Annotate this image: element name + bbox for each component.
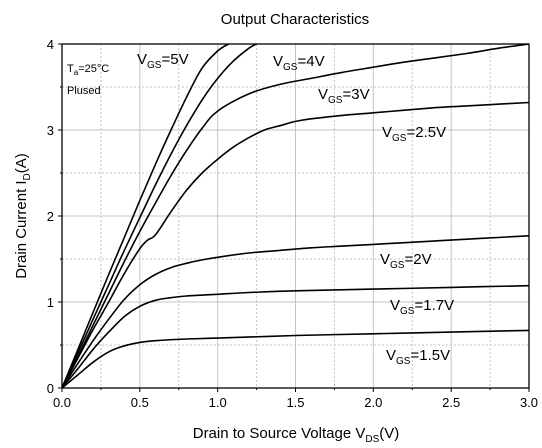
series-label-vgs-3v: VGS=3V [318,86,370,106]
grid-lines [62,44,529,388]
series-label-tail: =2.5V [406,124,446,141]
condition-main: T [67,63,74,75]
tick-marks [58,43,530,392]
y-axis-label-main: Drain Current I [13,180,30,278]
chart-title: Output Characteristics [221,11,369,28]
y-axis-label-tail: (A) [13,153,30,173]
condition-label: Plused [67,85,101,97]
series-labels: VGS=5V VGS=4VVGS=3VVGS=2.5VVGS=2VVGS=1.7V… [137,51,454,367]
y-tick-label: 2 [47,209,54,224]
condition-tail: =25°C [78,63,109,75]
series-label-sub: GS [396,356,411,367]
series-label-vgs-1-7v: VGS=1.7V [390,297,454,317]
curve-vgs-1-7v [62,284,529,388]
curve-vgs-2-5v [62,101,529,388]
x-tick-label: 2.0 [364,395,382,410]
series-label-tail: =1.7V [414,297,454,314]
x-tick-label: 1.5 [286,395,304,410]
series-label-main: V [318,86,328,103]
series-label-tail: =1.5V [410,347,450,364]
condition-main: Plused [67,85,101,97]
y-tick-label: 0 [47,381,54,396]
series-label-sub: GS [147,60,162,71]
series-label-vgs-2v: VGS=2V [380,251,432,271]
x-axis-label: Drain to Source Voltage VDS(V) [193,425,400,445]
x-axis-label-sub: DS [365,434,379,445]
curve-vgs-2v [62,235,529,388]
condition-label: Ta=25°C [67,63,109,77]
series-label-main: V [137,51,147,68]
curve-vgs-4v [62,44,257,388]
curves-group [62,44,529,388]
series-label-main: V [390,297,400,314]
y-axis-label: Drain Current ID(A) [13,153,33,279]
series-label-tail: =3V [342,86,369,103]
series-label-sub: GS [390,260,405,271]
series-label-sub: GS [392,133,407,144]
series-label-tail: =2V [404,251,431,268]
y-tick-label: 3 [47,123,54,138]
series-label-sub: GS [283,62,298,73]
x-tick-label: 3.0 [520,395,538,410]
series-label-vgs-5v: VGS=5V [137,51,189,71]
x-axis-label-tail: (V) [379,425,399,442]
y-axis-label-sub: D [22,173,33,180]
y-tick-label: 4 [47,37,54,52]
series-label-tail: =4V [297,53,324,70]
x-tick-label: 0.5 [131,395,149,410]
condition-sub: a [74,68,79,77]
series-label-tail: =5V [161,51,188,68]
series-label-main: V [380,251,390,268]
y-tick-label: 1 [47,295,54,310]
series-label-vgs-4v: VGS=4V [273,53,325,73]
series-label-main: V [382,124,392,141]
series-label-main: V [273,53,283,70]
x-tick-label: 2.5 [442,395,460,410]
series-label-vgs-1-5v: VGS=1.5V [386,347,450,367]
curve-vgs-5v [62,44,230,388]
test-conditions: Ta=25°C Plused [67,63,109,97]
series-label-sub: GS [400,306,415,317]
y-tick-labels: 0 1 2 3 4 [47,37,54,396]
series-label-main: V [386,347,396,364]
x-tick-label: 1.0 [209,395,227,410]
curve-vgs-1-5v [62,329,529,388]
series-label-sub: GS [328,95,343,106]
series-label-vgs-2-5v: VGS=2.5V [382,124,446,144]
x-tick-label: 0.0 [53,395,71,410]
x-axis-label-main: Drain to Source Voltage V [193,425,366,442]
curve-vgs-3v [62,44,529,388]
x-tick-labels: 0.0 0.5 1.0 1.5 2.0 2.5 3.0 [53,395,538,410]
